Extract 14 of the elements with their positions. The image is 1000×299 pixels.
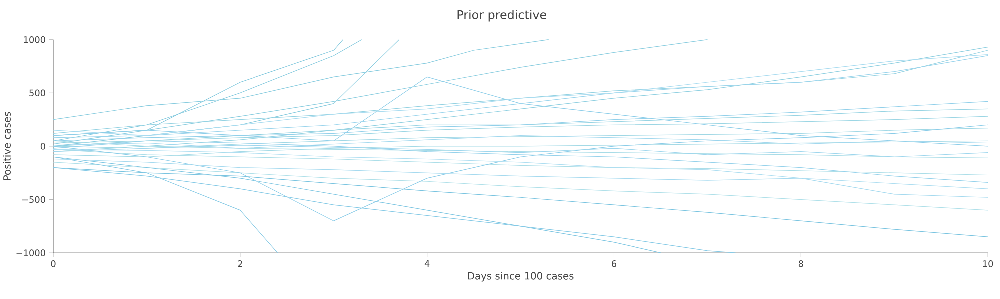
y-axis-title: Positive cases [3,112,11,180]
x-tick-label: 4 [424,260,430,268]
y-tick-label: 1000 [24,36,46,44]
x-axis-title: Days since 100 cases [468,272,574,282]
y-tick-label: −1000 [16,250,46,256]
y-tick-label: 500 [30,90,46,97]
x-tick-label: 6 [612,260,617,268]
y-tick-label: −500 [22,196,46,204]
y-tick-label: 0 [40,143,46,150]
x-tick-label: 10 [983,260,994,268]
x-tick-label: 2 [238,260,242,268]
x-tick-label: 0 [51,260,56,268]
chart-title: Prior predictive [458,10,546,22]
x-tick-label: 8 [798,260,804,268]
